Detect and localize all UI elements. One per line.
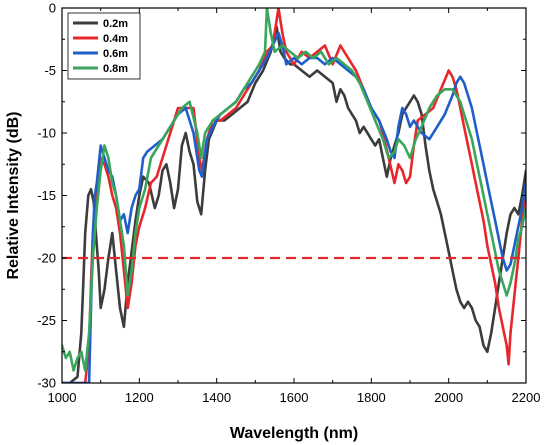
- x-tick-label: 1400: [202, 390, 231, 405]
- series-line-2: [62, 31, 526, 383]
- x-tick-label: 2000: [434, 390, 463, 405]
- y-tick-label: -10: [37, 126, 56, 141]
- x-tick-label: 1600: [280, 390, 309, 405]
- legend: 0.2m 0.4m 0.6m 0.8m: [67, 12, 141, 80]
- legend-label-3: 0.8m: [103, 63, 128, 75]
- y-tick-label: 0: [49, 1, 56, 16]
- series-layer: [62, 8, 526, 383]
- tick-layer: 1000 1200 1400 1600 1800 2000 2200 0 -5 -10 -15 -20…: [37, 1, 540, 406]
- legend-label-1: 0.4m: [103, 33, 128, 45]
- x-tick-label: 1800: [357, 390, 386, 405]
- legend-label-2: 0.6m: [103, 48, 128, 60]
- y-tick-label: -5: [44, 63, 56, 78]
- x-axis-title: Wavelength (nm): [230, 425, 358, 442]
- y-tick-label: -20: [37, 251, 56, 266]
- y-tick-label: -15: [37, 188, 56, 203]
- y-axis-title: Relative Intensity (dB): [5, 111, 22, 279]
- y-tick-label: -30: [37, 376, 56, 391]
- series-line-3: [62, 8, 526, 372]
- legend-items: 0.2m 0.4m 0.6m 0.8m: [73, 18, 128, 75]
- x-tick-label: 2200: [512, 390, 541, 405]
- y-tick-label: -25: [37, 313, 56, 328]
- legend-label-0: 0.2m: [103, 18, 128, 30]
- x-tick-label: 1200: [125, 390, 154, 405]
- series-line-1: [62, 8, 526, 383]
- x-tick-label: 1000: [48, 390, 77, 405]
